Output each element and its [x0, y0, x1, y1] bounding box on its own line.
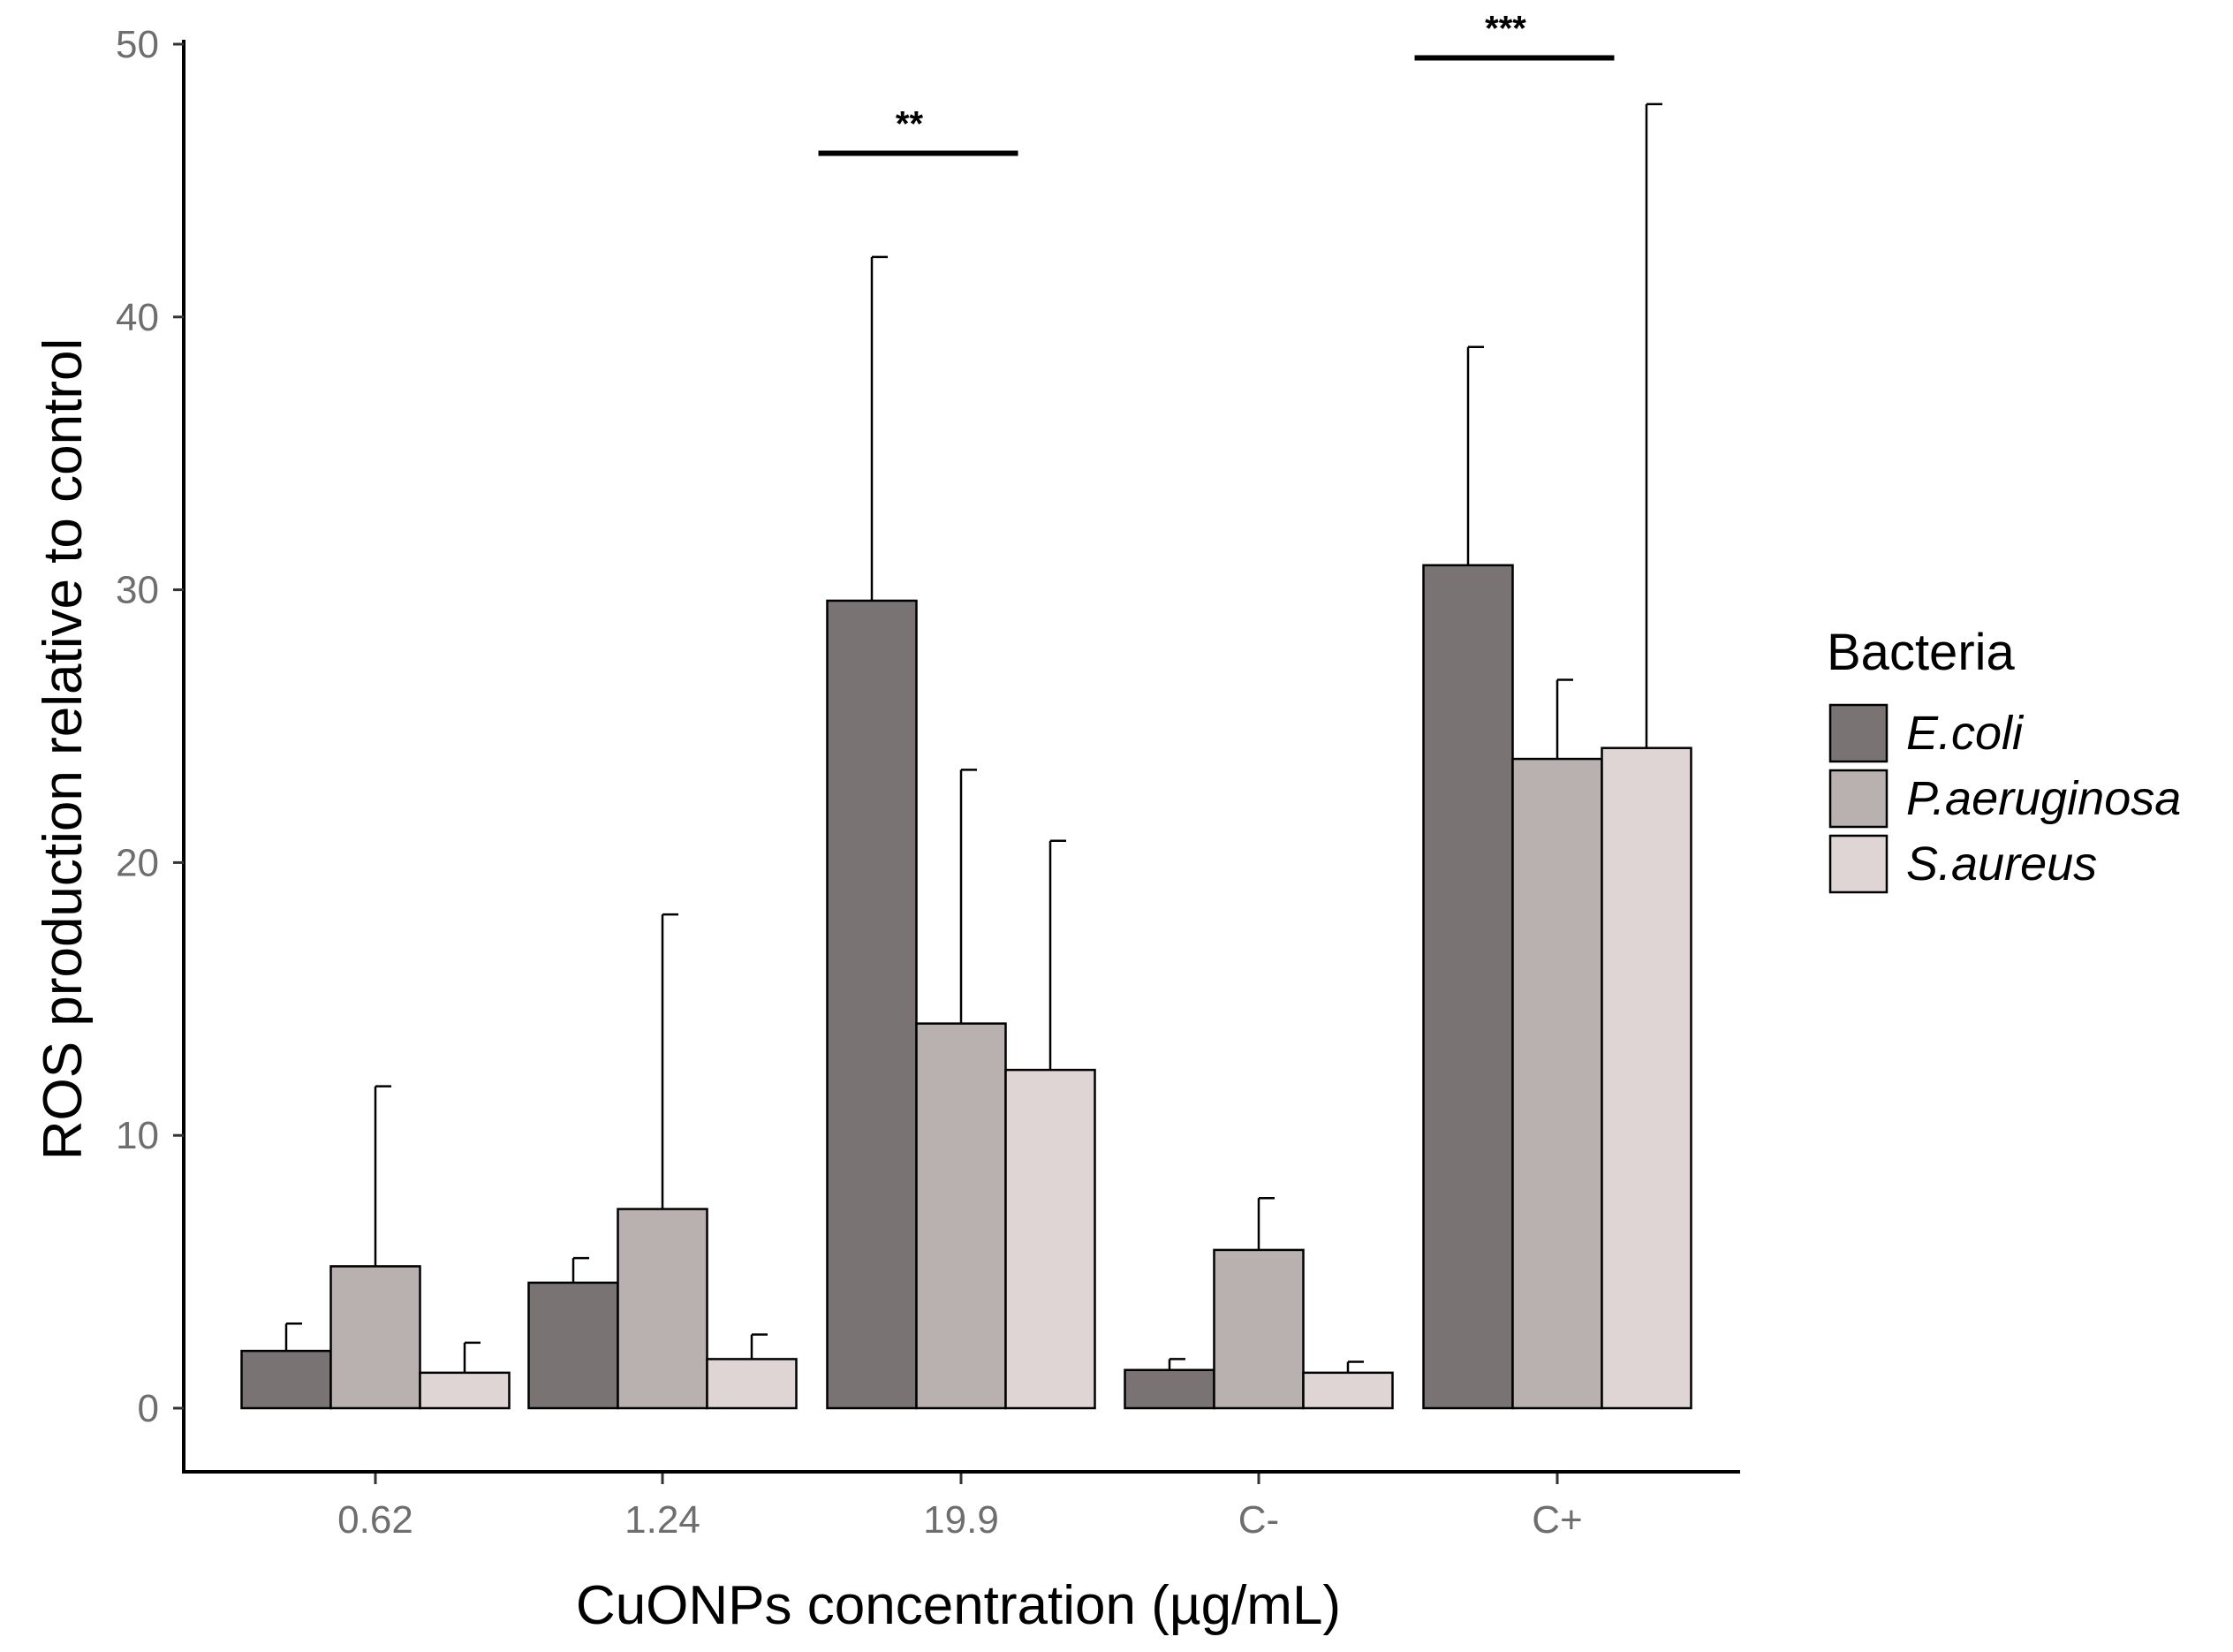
bar-saureus-c-	[1601, 746, 1692, 1410]
error-bar	[463, 1341, 481, 1373]
y-tick-label: 0	[138, 1387, 159, 1430]
error-bar	[374, 1085, 391, 1267]
y-ticks: 0 10 20 30 40 50	[116, 23, 184, 1430]
y-tick-label: 20	[116, 841, 159, 884]
y-tick-label: 30	[116, 569, 159, 612]
legend-title: Bacteria	[1827, 624, 2016, 681]
x-tick-label: 0.62	[337, 1498, 413, 1542]
error-bar	[1048, 839, 1066, 1071]
legend-label: E.coli	[1906, 707, 2025, 760]
legend: Bacteria E.coli P.aeruginosa S.aureus	[1827, 624, 2181, 894]
bar-paeruginosa-0-62	[329, 1265, 421, 1410]
bar-paeruginosa-c-	[1511, 757, 1603, 1410]
x-tick-label: 19.9	[923, 1498, 999, 1542]
bar-paeruginosa-19-9	[915, 1022, 1007, 1410]
bar-ecoli-c-	[1422, 564, 1514, 1410]
error-bar	[1168, 1358, 1185, 1370]
x-tick-label: 1.24	[624, 1498, 700, 1542]
error-bar	[661, 913, 678, 1209]
error-bar	[1346, 1360, 1364, 1373]
bar-ecoli-19-9	[826, 599, 918, 1410]
y-tick-label: 10	[116, 1114, 159, 1157]
x-tick-label: C+	[1532, 1498, 1582, 1542]
error-bar	[1257, 1196, 1275, 1250]
y-tick-label: 40	[116, 296, 159, 339]
error-bar	[284, 1322, 302, 1352]
legend-swatch	[1828, 834, 1889, 894]
bar-saureus-19-9	[1004, 1068, 1096, 1410]
error-bar	[1645, 102, 1662, 748]
error-bar	[959, 769, 977, 1024]
error-bar	[1466, 345, 1484, 565]
significance-annotations: *****	[818, 9, 1615, 156]
error-bar	[750, 1333, 768, 1360]
significance-label: ***	[1485, 9, 1526, 48]
legend-label: S.aureus	[1906, 837, 2097, 890]
bar-paeruginosa-c-	[1213, 1248, 1305, 1410]
bar-saureus-c-	[1302, 1371, 1394, 1410]
bar-saureus-1-24	[706, 1358, 798, 1410]
bar-ecoli-0-62	[240, 1349, 332, 1410]
x-axis-title: CuONPs concentration (µg/mL)	[576, 1575, 1341, 1636]
error-bar	[870, 255, 888, 601]
bars-layer	[240, 564, 1692, 1410]
bar-saureus-0-62	[419, 1371, 511, 1410]
y-axis-title: ROS production relative to control	[33, 338, 94, 1160]
bar-ecoli-1-24	[527, 1281, 619, 1410]
error-bar	[1556, 678, 1573, 760]
x-ticks: 0.62 1.24 19.9 C- C+	[337, 1474, 1583, 1542]
legend-swatch	[1828, 769, 1889, 829]
x-tick-label: C-	[1238, 1498, 1279, 1542]
legend-label: P.aeruginosa	[1906, 772, 2181, 825]
axes-layer	[182, 40, 1740, 1474]
bar-ecoli-c-	[1124, 1368, 1215, 1410]
bar-paeruginosa-1-24	[617, 1208, 708, 1410]
error-bars-layer	[284, 102, 1662, 1373]
error-bar	[571, 1256, 589, 1283]
legend-items: E.coli P.aeruginosa S.aureus	[1828, 703, 2181, 894]
y-tick-label: 50	[116, 23, 159, 66]
legend-swatch	[1828, 703, 1889, 763]
significance-label: **	[896, 105, 924, 144]
